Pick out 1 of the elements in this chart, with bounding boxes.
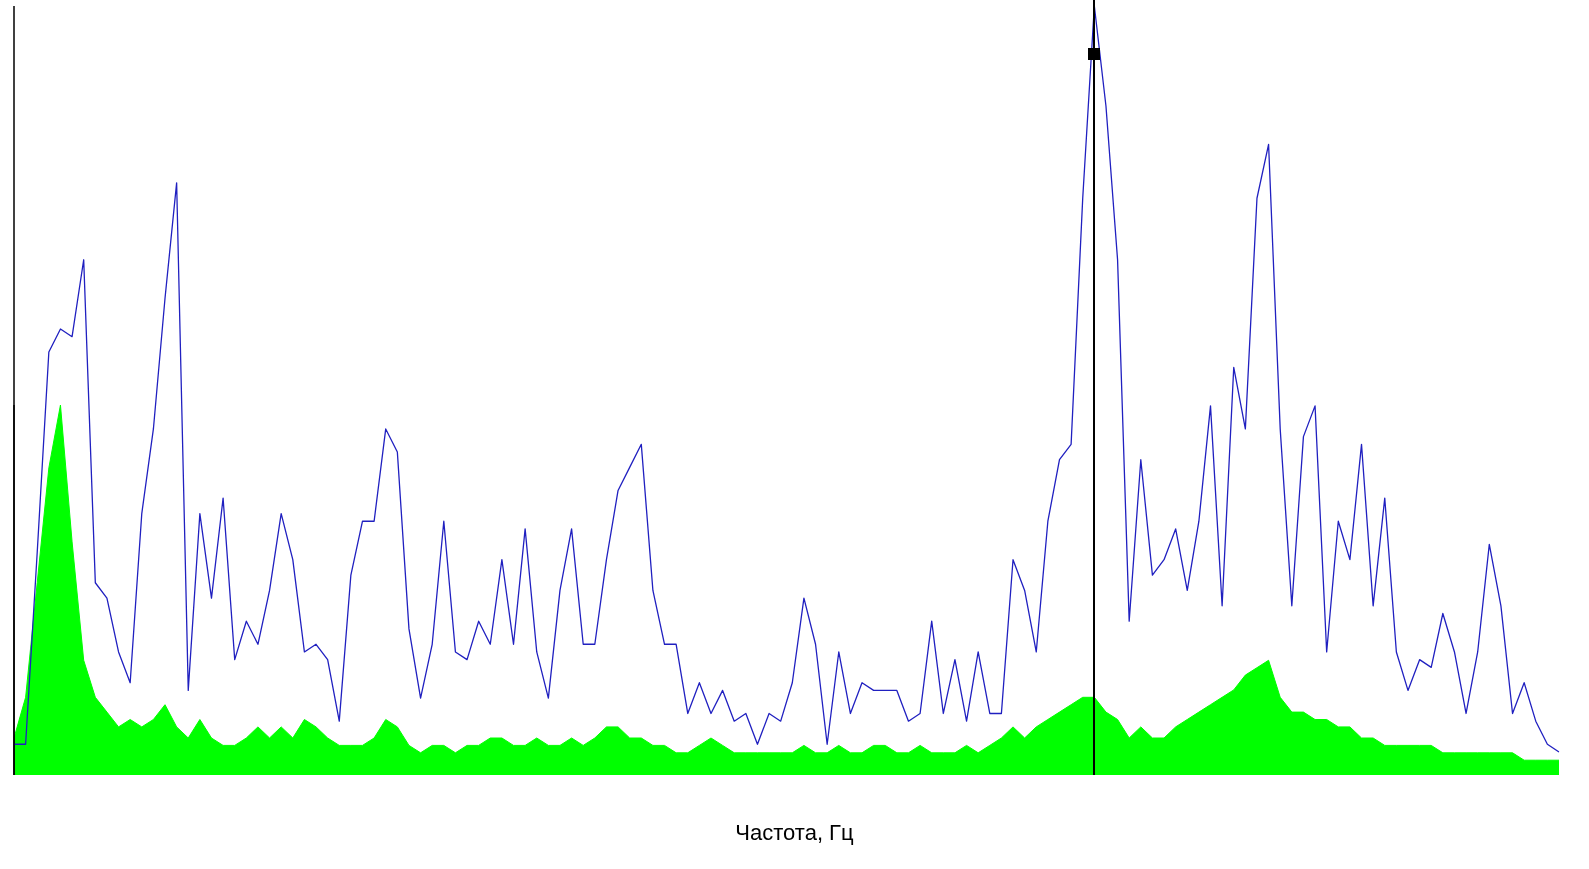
- x-axis-title: Частота, Гц: [734, 820, 855, 846]
